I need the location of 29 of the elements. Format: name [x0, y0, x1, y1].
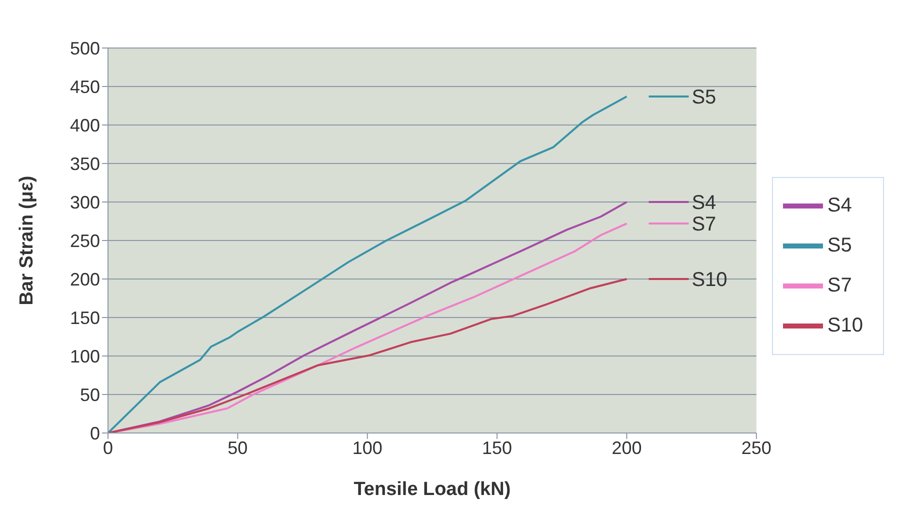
y-tick-label: 50 — [80, 384, 100, 405]
annotation: S4 — [692, 192, 716, 214]
x-tick-label: 150 — [482, 438, 512, 458]
y-axis-title: Bar Strain (με) — [16, 176, 38, 306]
y-tick-label: 150 — [70, 308, 100, 328]
x-tick-label: 0 — [102, 438, 114, 458]
annotation: S10 — [692, 269, 728, 291]
legend-label: S7 — [827, 274, 852, 296]
y-tick-label: 250 — [70, 230, 100, 251]
annotation: S5 — [692, 86, 716, 109]
legend-label: S4 — [827, 194, 852, 216]
y-tick-label: 200 — [70, 269, 100, 290]
y-tick-label: 450 — [70, 76, 100, 97]
line-series — [108, 96, 628, 433]
y-tick-label: 0 — [90, 423, 100, 444]
x-tick-label: 50 — [228, 438, 248, 458]
y-tick-label: 300 — [70, 192, 100, 212]
legend-label: S5 — [827, 234, 852, 256]
y-tick-label: 350 — [70, 154, 100, 174]
x-axis-title: Tensile Load (kN) — [354, 479, 511, 500]
y-tick-label: 100 — [70, 346, 100, 366]
x-tick-label: 100 — [352, 438, 382, 458]
annotation: S7 — [692, 214, 716, 236]
x-tick-label: 200 — [612, 438, 642, 458]
line-series — [108, 278, 628, 433]
x-tick-label: 250 — [741, 438, 772, 458]
y-tick-label: 500 — [70, 38, 100, 58]
y-tick-label: 400 — [70, 115, 100, 136]
legend-label: S10 — [827, 314, 863, 336]
